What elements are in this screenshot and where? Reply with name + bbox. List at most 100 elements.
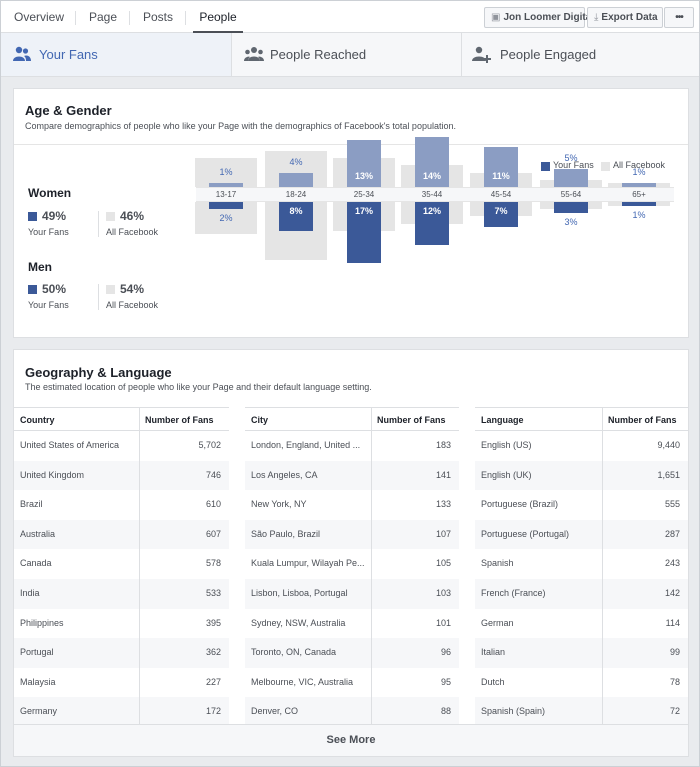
nav-divider xyxy=(75,11,76,25)
table-header: Language Number of Fans xyxy=(475,407,688,431)
table-row: Spanish 243 xyxy=(475,549,688,579)
table-row: Dutch 78 xyxy=(475,668,688,698)
facebook-women-bar xyxy=(195,158,257,187)
age-tick-label: 35-44 xyxy=(421,190,443,199)
age-tick-label: 13-17 xyxy=(215,190,237,199)
fan-count-cell: 78 xyxy=(669,676,680,687)
location-cell: English (UK) xyxy=(481,469,532,480)
fan-count-cell: 578 xyxy=(205,558,221,569)
fan-count-cell: 141 xyxy=(435,469,451,480)
location-cell: Brazil xyxy=(20,499,43,510)
location-cell: Malaysia xyxy=(20,676,56,687)
age-tick-label: 55-64 xyxy=(560,190,582,199)
table-row: French (France) 142 xyxy=(475,579,688,609)
age-gender-panel: Age & Gender Compare demographics of peo… xyxy=(13,88,689,338)
men-label: Men xyxy=(28,260,52,274)
table-row: Toronto, ON, Canada 96 xyxy=(245,638,459,668)
women-fans-bar xyxy=(209,183,243,187)
fan-count-cell: 1,651 xyxy=(657,469,680,480)
tab-people[interactable]: People xyxy=(193,1,243,33)
tab-posts[interactable]: Posts xyxy=(142,10,173,24)
tab-page[interactable]: Page xyxy=(88,10,118,24)
fan-count-cell: 133 xyxy=(435,499,451,510)
men-fans-bar xyxy=(209,202,243,210)
location-cell: Spanish xyxy=(481,558,514,569)
fan-count-cell: 107 xyxy=(435,528,451,539)
women-fans-bar xyxy=(415,136,449,187)
fan-count-cell: 533 xyxy=(205,588,221,598)
men-data-label: 2% xyxy=(219,213,233,224)
fan-count-cell: 555 xyxy=(664,499,680,510)
table-row: Australia 607 xyxy=(14,519,229,550)
location-cell: Toronto, ON, Canada xyxy=(251,647,337,658)
subtab-divider xyxy=(461,33,462,76)
women-data-label: 1% xyxy=(632,167,646,178)
table-row: Canada 578 xyxy=(14,549,229,579)
location-cell: Sydney, NSW, Australia xyxy=(251,617,346,628)
fan-count-cell: 114 xyxy=(665,617,680,628)
tab-overview[interactable]: Overview xyxy=(13,10,64,24)
men-fans-bar xyxy=(279,202,313,231)
fan-count-cell: 5,702 xyxy=(198,440,221,450)
tab-label: People Reached xyxy=(270,47,367,62)
subtab-divider xyxy=(231,33,232,76)
tab-people-engaged[interactable]: People Engaged xyxy=(462,33,699,76)
location-cell: English (US) xyxy=(481,440,532,450)
table-row: Sydney, NSW, Australia 101 xyxy=(245,609,459,639)
table-row: Malaysia 227 xyxy=(14,668,229,698)
divider xyxy=(98,284,99,310)
men-fans-bar xyxy=(347,202,381,264)
table-row: United Kingdom 746 xyxy=(14,460,229,491)
men-fans-pct: 50% xyxy=(42,282,67,296)
location-cell: India xyxy=(20,588,40,598)
more-options-button[interactable]: ••• xyxy=(664,7,694,28)
women-fb-pct: 46% xyxy=(120,209,145,223)
table-row: Italian 99 xyxy=(475,638,688,668)
number-of-fans-header[interactable]: Number of Fans xyxy=(377,415,446,425)
location-cell: New York, NY xyxy=(251,499,307,510)
men-fans-bar xyxy=(554,202,588,213)
fan-count-cell: 172 xyxy=(205,706,221,717)
number-of-fans-header[interactable]: Number of Fans xyxy=(145,415,214,425)
account-label: Jon Loomer Digital xyxy=(503,12,595,23)
number-of-fans-header[interactable]: Number of Fans xyxy=(608,415,677,425)
location-cell: Los Angeles, CA xyxy=(251,469,318,480)
women-fans-bar xyxy=(554,169,588,187)
column-header[interactable]: City xyxy=(251,415,269,425)
export-data-button[interactable]: ⤓ Export Data xyxy=(587,7,663,28)
panel-description: Compare demographics of people who like … xyxy=(25,121,456,131)
men-data-label: 1% xyxy=(632,209,646,220)
tab-people-reached[interactable]: People Reached xyxy=(232,33,461,76)
fan-count-cell: 227 xyxy=(205,676,221,687)
fan-count-cell: 243 xyxy=(664,558,680,569)
panel-header: Age & Gender Compare demographics of peo… xyxy=(14,89,688,145)
location-cell: Dutch xyxy=(481,676,505,687)
your-fans-swatch xyxy=(28,212,37,221)
men-data-label: 12% xyxy=(422,206,441,216)
people-icon xyxy=(13,46,31,61)
location-cell: United Kingdom xyxy=(20,469,85,480)
fan-count-cell: 101 xyxy=(435,617,451,628)
column-header[interactable]: Country xyxy=(20,415,55,425)
location-cell: Portuguese (Brazil) xyxy=(481,499,559,510)
location-cell: French (France) xyxy=(481,588,546,598)
fan-count-cell: 362 xyxy=(205,647,221,658)
men-fans-bar xyxy=(622,202,656,206)
women-data-label: 4% xyxy=(289,156,303,167)
table-row: Portuguese (Portugal) 287 xyxy=(475,519,688,550)
column-divider xyxy=(139,407,140,727)
divider xyxy=(98,211,99,237)
column-header[interactable]: Language xyxy=(481,415,524,425)
table-row: Kuala Lumpur, Wilayah Pe... 105 xyxy=(245,549,459,579)
men-data-label: 3% xyxy=(564,216,578,227)
women-fans-pct: 49% xyxy=(42,209,67,223)
location-cell: German xyxy=(481,617,514,628)
export-label: Export Data xyxy=(601,12,658,23)
account-button[interactable]: ▣ Jon Loomer Digital xyxy=(484,7,594,28)
fan-count-cell: 395 xyxy=(205,617,221,628)
women-fans-bar xyxy=(347,140,381,187)
tab-your-fans[interactable]: Your Fans xyxy=(1,33,231,76)
table-row: Brazil 610 xyxy=(14,490,229,520)
see-more-button[interactable]: See More xyxy=(14,724,688,756)
location-cell: Germany xyxy=(20,706,58,717)
